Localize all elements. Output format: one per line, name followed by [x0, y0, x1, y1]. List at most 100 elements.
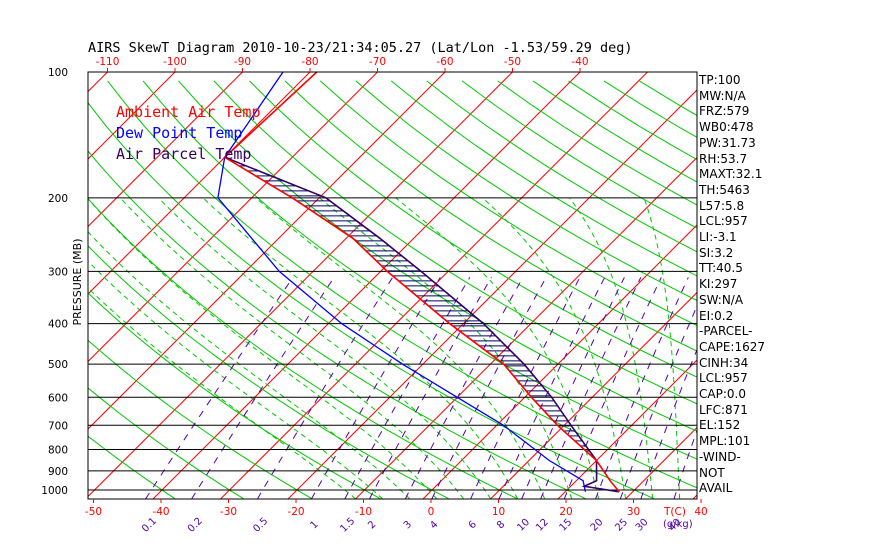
y-axis-label: PRESSURE (MB) — [71, 239, 84, 326]
mixing-ratio-line — [344, 277, 471, 499]
dry-adiabat-line — [213, 80, 697, 405]
stability-index-item: CAPE:1627 — [699, 339, 765, 354]
mixing-ratio-line — [145, 277, 294, 499]
plot-border — [87, 71, 698, 500]
mixing-ratio-tick-label: 12 — [534, 517, 551, 534]
isotherm-line — [88, 72, 244, 228]
mixing-ratio-tick-label: 0.5 — [251, 516, 270, 535]
pressure-tick-label: 400 — [48, 319, 68, 331]
pressure-tick-label: 1000 — [41, 485, 68, 497]
isotherm-line — [0, 63, 49, 499]
bottom-temp-tick-label: -20 — [287, 506, 304, 518]
stability-index-item: SW:N/A — [699, 292, 744, 307]
grid-layer — [0, 63, 870, 499]
mixing-ratio-tick-label: 15 — [558, 517, 575, 534]
pressure-tick-label: 900 — [48, 466, 68, 478]
dry-adiabat-line — [88, 435, 176, 499]
pressure-tick-label: 700 — [48, 420, 68, 432]
dry-adiabat-line — [461, 80, 697, 229]
dewpoint-profile — [217, 72, 587, 492]
moist-adiabat-line — [119, 197, 465, 499]
bottom-temp-tick-label: 20 — [559, 506, 572, 518]
bottom-axis-unit-label: T(C) — [663, 506, 686, 518]
isotherm-line — [88, 72, 446, 430]
mixing-ratio-tick-label: 4 — [428, 519, 440, 531]
mixing-ratio-line — [563, 277, 662, 499]
mixing-ratio-tick-label: 8 — [495, 519, 507, 531]
isotherm-line — [88, 72, 379, 363]
top-temp-tick-label: -40 — [571, 56, 588, 68]
stability-index-item: MAXT:32.1 — [699, 167, 763, 182]
pressure-tick-label: 200 — [48, 193, 68, 205]
stability-index-item: SI:3.2 — [699, 245, 734, 260]
stability-index-item: FRZ:579 — [699, 104, 750, 119]
stability-index-item: AVAIL — [699, 481, 733, 496]
stability-index-item: WB0:478 — [699, 120, 754, 135]
pressure-tick-label: 500 — [48, 359, 68, 371]
stability-index-item: KI:297 — [699, 277, 738, 292]
stability-index-item: TP:100 — [699, 73, 741, 87]
isotherm-line — [761, 63, 870, 499]
bottom-temp-tick-label: 0 — [428, 506, 435, 518]
dry-adiabat-line — [284, 80, 697, 352]
bottom-temp-tick-label: -50 — [85, 506, 102, 518]
stability-index-item: RH:53.7 — [699, 151, 748, 166]
bottom-temp-tick-label: -10 — [355, 506, 372, 518]
chart-title: AIRS SkewT Diagram 2010-10-23/21:34:05.2… — [88, 40, 633, 56]
dry-adiabat-line — [355, 80, 697, 301]
parcel-profile — [224, 156, 620, 493]
dry-adiabat-line — [249, 80, 697, 378]
moist-adiabat-line — [202, 197, 519, 499]
mixing-ratio-tick-label: 2 — [366, 519, 378, 531]
mixing-ratio-line — [595, 277, 689, 499]
stability-index-item: TH:5463 — [699, 182, 750, 197]
moist-adiabat-line — [88, 260, 383, 499]
dry-adiabat-line — [107, 80, 697, 489]
cape-hatching — [238, 165, 594, 457]
moist-adiabat-line — [395, 197, 600, 499]
mixing-ratio-tick-label: 1 — [308, 519, 320, 531]
mixing-ratio-line — [404, 277, 524, 499]
moist-adiabat-line — [157, 197, 492, 499]
mixing-ratio-tick-label: 3 — [402, 519, 414, 531]
bottom-temp-tick-label: -30 — [220, 506, 237, 518]
dry-adiabat-line — [88, 245, 450, 499]
dry-adiabat-line — [88, 101, 655, 499]
stability-index-item: -WIND- — [699, 449, 741, 464]
dry-adiabat-line — [178, 80, 697, 432]
legend-entry: Air Parcel Temp — [116, 145, 251, 163]
top-temp-tick-label: -100 — [163, 56, 187, 68]
bottom-temp-tick-label: 40 — [694, 506, 707, 518]
pressure-tick-label: 300 — [48, 266, 68, 278]
mixing-ratio-tick-label: 0.1 — [140, 516, 159, 535]
stability-index-item: LCL:957 — [699, 371, 748, 386]
bottom-temp-tick-label: 30 — [627, 506, 640, 518]
moist-adiabat-line — [482, 197, 627, 499]
bottom-temp-tick-label: 10 — [492, 506, 505, 518]
pressure-tick-label: 600 — [48, 392, 68, 404]
profile-layer — [217, 72, 620, 493]
bottom-temp-tick-label: -40 — [152, 506, 169, 518]
top-temp-tick-label: -110 — [96, 56, 120, 68]
isotherm-line — [88, 72, 109, 93]
dry-adiabat-line — [390, 80, 697, 277]
stability-index-item: MPL:101 — [699, 434, 751, 449]
mixing-ratio-line — [619, 304, 697, 499]
mixing-ratio-tick-label: 0.2 — [186, 516, 205, 535]
stability-index-item: TT:40.5 — [699, 261, 743, 276]
stability-index-item: CAP:0.0 — [699, 387, 746, 401]
top-temp-tick-label: -50 — [504, 56, 521, 68]
mixing-ratio-tick-label: 20 — [589, 517, 606, 534]
mixing-ratio-unit-label: (g/kg) — [663, 519, 693, 530]
isotherm-line — [422, 224, 697, 499]
stability-index-item: MW:N/A — [699, 88, 746, 103]
pressure-tick-label: 100 — [48, 67, 68, 79]
mixing-ratio-tick-label: 25 — [613, 517, 630, 534]
plot-frame — [87, 71, 698, 500]
moist-adiabat-line — [643, 197, 681, 499]
stability-index-item: LCL:957 — [699, 214, 748, 229]
moist-adiabat-line — [88, 287, 356, 499]
moist-adiabat-line — [319, 197, 573, 499]
stability-index-item: EL:152 — [699, 418, 741, 433]
mixing-ratio-tick-label: 1.5 — [338, 516, 357, 535]
